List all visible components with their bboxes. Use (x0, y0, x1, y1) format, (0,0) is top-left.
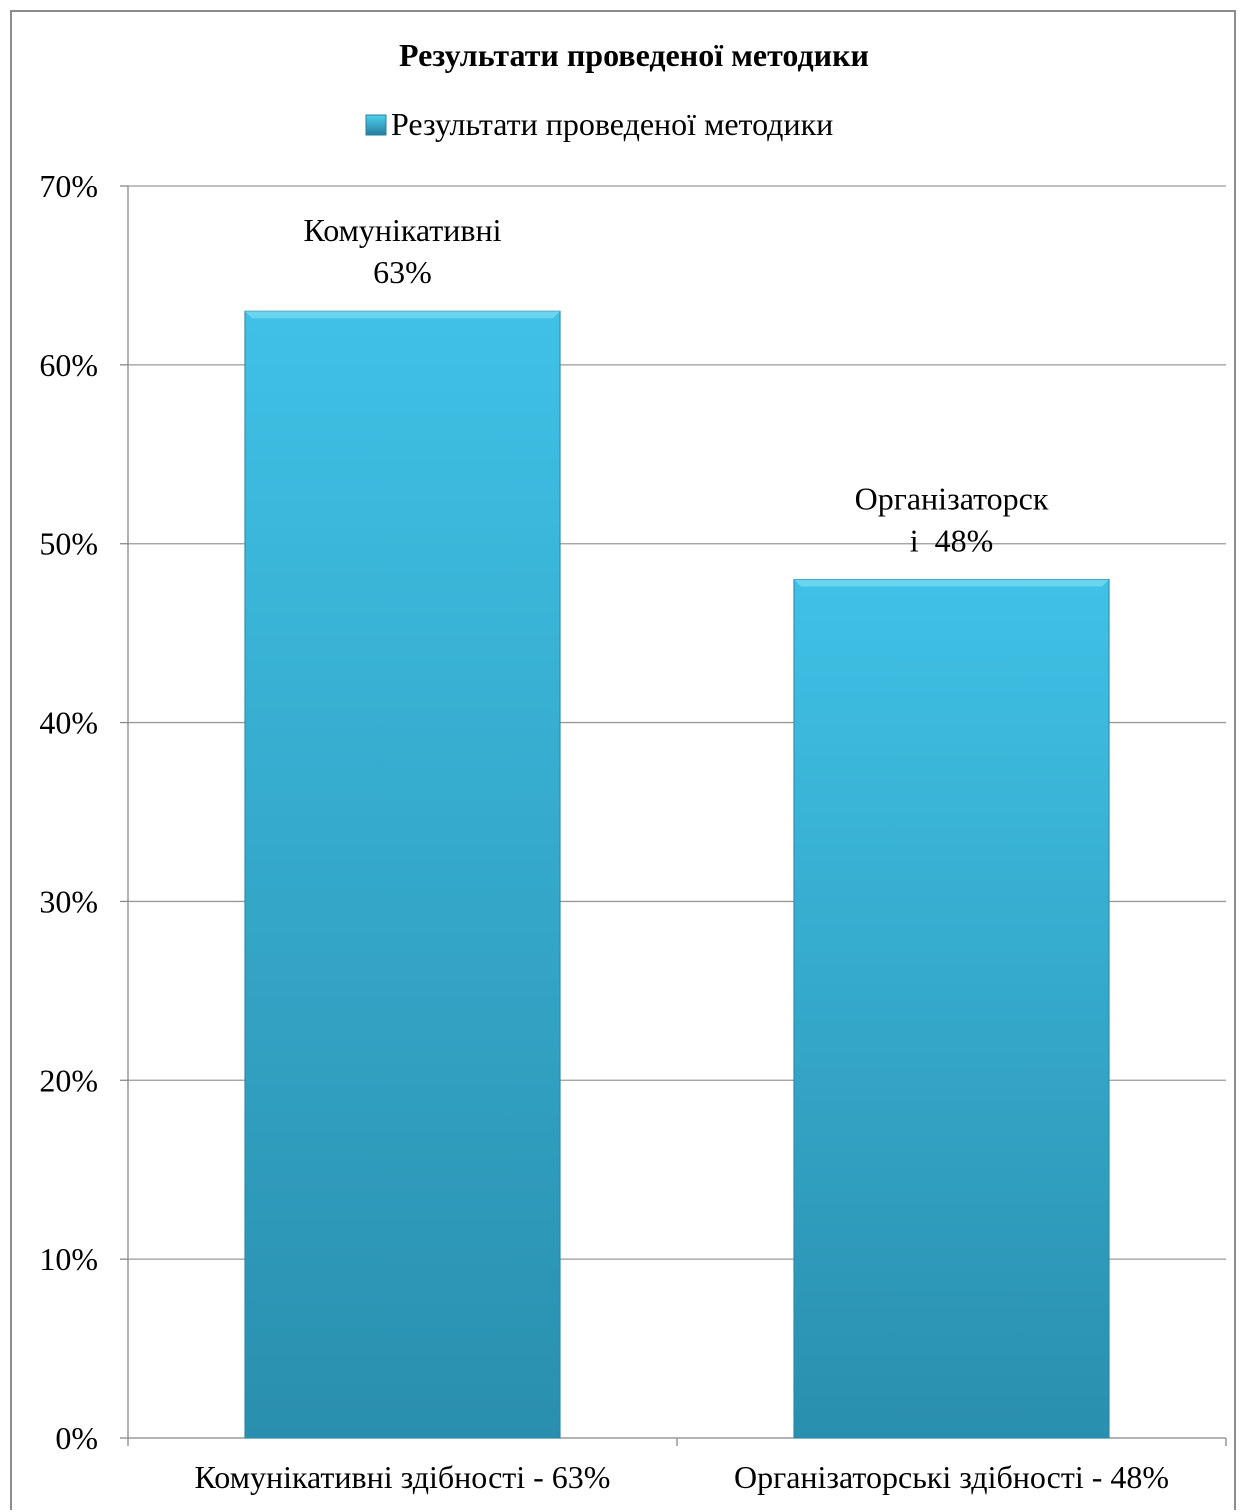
bar-bevel (244, 311, 561, 319)
y-tick-label: 0% (55, 1420, 98, 1456)
x-tick-label: Комунікативні здібності - 63% (195, 1459, 611, 1495)
y-tick-label: 40% (39, 705, 98, 741)
bars (244, 310, 1110, 1439)
chart-title: Результати проведеної методики (399, 37, 869, 73)
data-label: Організаторск і 48% (855, 480, 1049, 558)
legend-label: Результати проведеної методики (391, 106, 833, 142)
x-tick-label: Організаторські здібності - 48% (734, 1459, 1169, 1495)
bar (793, 578, 1110, 1439)
data-label-line: і 48% (910, 522, 994, 558)
data-label-line: Комунікативні (303, 212, 501, 248)
y-tick-label: 60% (39, 347, 98, 383)
data-label-line: Організаторск (855, 480, 1049, 516)
y-tick-label: 50% (39, 526, 98, 562)
legend-swatch (365, 114, 387, 136)
data-label-line: 63% (373, 254, 432, 290)
y-tick-label: 70% (39, 168, 98, 204)
y-tick-label: 20% (39, 1062, 98, 1098)
y-tick-label: 30% (39, 883, 98, 919)
legend: Результати проведеної методики (365, 106, 833, 142)
y-tick-label: 10% (39, 1241, 98, 1277)
data-label: Комунікативні 63% (303, 212, 501, 290)
data-labels: Комунікативні 63% Організаторск і 48% (303, 212, 1048, 558)
bar-bevel (793, 579, 1110, 587)
bar (244, 310, 561, 1439)
